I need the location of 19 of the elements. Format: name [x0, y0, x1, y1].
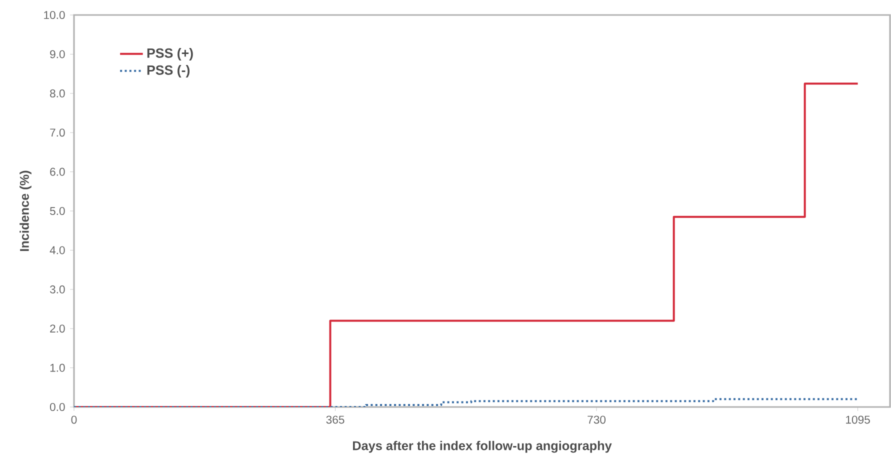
x-tick-label: 365 — [326, 416, 344, 424]
y-tick-label: 5.0 — [50, 207, 65, 216]
x-tick-label: 730 — [588, 416, 606, 424]
y-tick-label: 10.0 — [44, 11, 65, 20]
y-tick-label: 8.0 — [50, 89, 65, 98]
y-tick-label: 3.0 — [50, 285, 65, 294]
x-tick-label: 1095 — [846, 416, 870, 424]
y-tick-label: 7.0 — [50, 128, 65, 137]
y-tick-label: 1.0 — [50, 364, 65, 372]
x-axis-title: Days after the index follow-up angiography — [353, 440, 612, 453]
legend-label: PSS (-) — [147, 65, 190, 78]
y-tick-label: 0.0 — [50, 403, 65, 412]
x-tick-label: 0 — [71, 416, 77, 424]
legend-label: PSS (+) — [147, 48, 193, 60]
y-tick-label: 4.0 — [50, 246, 65, 254]
y-tick-label: 9.0 — [50, 50, 65, 58]
y-tick-label: 6.0 — [50, 168, 65, 176]
y-axis-title: Incidence (%) — [20, 170, 32, 251]
y-tick-label: 2.0 — [50, 324, 65, 333]
